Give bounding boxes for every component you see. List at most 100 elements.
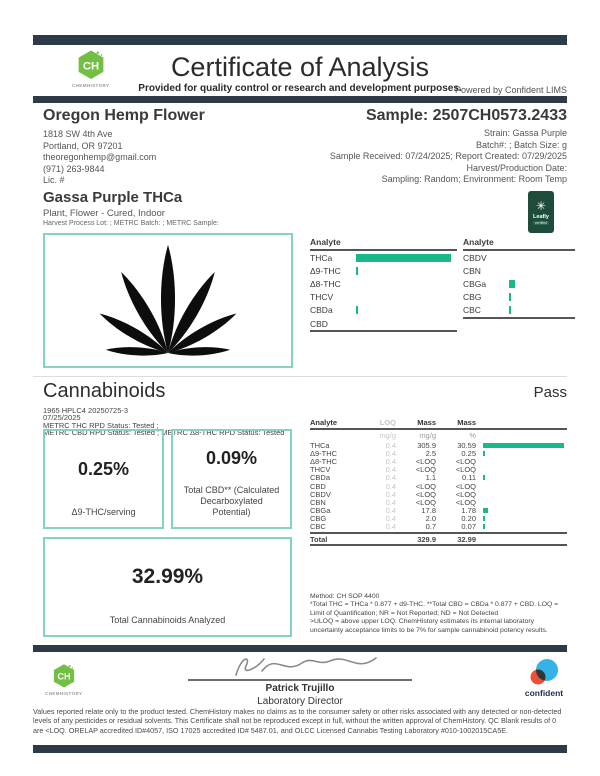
product-info: Gassa Purple THCa Plant, Flower - Cured,… [43,189,219,227]
method-id: 1965 HPLC4 20250725-3 [43,406,129,415]
summary-box-total-cannabinoids: 32.99% Total Cannabinoids Analyzed [43,537,292,637]
table-row: THCa 0.4 305.9 30.59 [310,441,567,450]
pass-status: Pass [533,384,567,401]
summary-value: 0.09% [205,447,258,468]
product-photo-frame [43,233,293,368]
col-mass-mg: Mass [417,418,436,427]
analyte-chart-row: Δ9-THC [310,264,457,277]
summary-box-d9-thc: 0.25% Δ9-THC/serving [43,429,164,529]
leafly-wordmark: Leafly [533,213,549,220]
sample-strain: Strain: Gassa Purple [483,128,567,138]
analyte-chart-row: CBD [310,318,328,329]
analyte-chart-body: CBDV CBN CBGa CBG CBC [463,251,575,319]
signatory-name: Patrick Trujillo [265,683,335,694]
confident-wordmark: confident [524,688,564,698]
client-address2: Portland, OR 97201 [43,140,123,151]
signatory-title: Laboratory Director [257,696,343,707]
col-bar [483,418,567,423]
sample-id: Sample: 2507CH0573.2433 [365,107,567,124]
signature-icon [235,657,377,676]
method-notes: Method: CH SOP 4400 *Total THC = THCa * … [310,593,568,635]
summary-box-total-cbd: 0.09% Total CBD** (Calculated Decarboxyl… [171,429,292,529]
client-email: theoregonhemp@gmail.com [43,152,157,162]
analyte-chart-row: THCa [310,251,457,264]
table-row: CBN 0.4 <LOQ <LOQ [310,497,476,507]
chemhistory-hexagon-icon: CH [78,50,104,79]
sample-info: Sample: 2507CH0573.2433 Strain: Gassa Pu… [330,107,567,186]
analyte-chart-row: CBDV [463,252,487,263]
cannabinoid-table-units: mg/g mg/g % [379,431,476,440]
table-row: CBD 0.4 <LOQ <LOQ [310,481,476,491]
chemhistory-hexagon-icon: CH [53,664,74,688]
analysis-date: 07/25/2025 [43,413,81,423]
sample-harvest-date: Harvest/Production Date: [466,162,567,173]
analyte-chart-row: CBC [463,304,575,317]
leafly-certified-label: certified [532,220,550,225]
analyte-chart-row: CBGa [463,277,575,290]
signature-divider-bar [33,645,567,652]
confident-logo: confident [514,657,574,698]
table-row: CBDV 0.4 <LOQ <LOQ [310,489,476,499]
table-row: CBGa 0.4 17.8 1.78 [310,506,567,515]
cannabinoid-table-total: Total 329.9 32.99 [310,532,567,547]
col-mass-pct: Mass [457,418,476,427]
leafly-certified-badge: ✳ Leafly certified [528,191,554,233]
analyte-chart-row: Δ8-THC [310,278,341,289]
cannabinoid-table-header: Analyte LOQ Mass Mass [310,418,567,430]
product-lots: Harvest Process Lot: ; METRC Batch: ; ME… [43,220,219,227]
metrc-status-line1: METRC THC RPD Status: Tested ; [43,420,159,430]
col-analyte: Analyte [310,418,338,427]
summary-label: Total CBD** (Calculated Decarboxylated P… [183,485,280,517]
chemhistory-logo-footer: CH CHEMHISTORY [45,663,82,696]
analyte-chart-header: Analyte [310,237,457,251]
summary-label: Δ9-THC/serving [71,507,136,517]
sample-received: Sample Received: 07/24/2025; Report Crea… [329,151,567,161]
client-phone: (971) 263-9844 [43,163,105,174]
method-note: Method: CH SOP 4400 [310,593,380,600]
disclaimer-text: Values reported relate only to the produ… [33,707,562,735]
cannabinoid-table: Analyte LOQ Mass Mass mg/g mg/g % THCa 0.… [310,418,567,547]
method-note: *Total THC = THCa * 0.877 + d9-THC. **To… [310,601,559,617]
col-loq: LOQ [379,418,396,427]
client-license: Lic. # [43,175,65,185]
bottom-divider-bar [33,745,567,753]
header-divider-bar [33,96,567,103]
cannabis-leaf-icon [99,244,237,356]
client-address1: 1818 SW 4th Ave [43,129,113,139]
confident-circles-icon [530,659,558,685]
cannabinoid-table-body: THCa 0.4 305.9 30.59 Δ9-THC 0.4 2.5 0.25 Δ8-THC 0… [310,441,567,531]
table-row: Δ9-THC 0.4 2.5 0.25 [310,449,567,458]
analyte-chart-row: THCV [310,292,334,303]
analyte-chart-row: CBG [463,291,575,304]
client-info: Oregon Hemp Flower 1818 SW 4th Ave Portl… [43,107,205,187]
chemhistory-wordmark: CHEMHISTORY [45,691,83,696]
section-divider [33,376,567,377]
analyte-chart-body: THCa Δ9-THC Δ8-THC THCV CBDa CBD [310,251,457,333]
analyte-chart-row: CBDa [310,304,457,317]
analyte-chart-right: Analyte CBDV CBN CBGa CBG CBC [463,237,575,319]
leafly-starburst-icon: ✳ [535,198,547,213]
table-row: Δ8-THC 0.4 <LOQ <LOQ [310,456,476,466]
cannabinoids-section-title: Cannabinoids [43,380,166,402]
analyte-chart-header: Analyte [463,237,575,251]
table-row: THCV 0.4 <LOQ <LOQ [310,465,476,475]
analyte-chart-row: CBN [463,265,481,276]
analyte-chart-left: Analyte THCa Δ9-THC Δ8-THC THCV CBDa CBD [310,237,457,333]
method-note: >ULOQ = above upper LOQ. ChemHistory est… [310,618,548,634]
summary-label: Total Cannabinoids Analyzed [109,615,226,625]
table-row: CBG 0.4 2.0 0.20 [310,514,567,523]
summary-value: 0.25% [77,458,130,479]
table-row: CBDa 0.4 1.1 0.11 [310,473,567,482]
top-divider-bar [33,35,567,45]
page-title: Certificate of Analysis [170,52,430,82]
chemhistory-wordmark: CHEMHISTORY [72,83,110,88]
svg-text:CH: CH [83,60,99,72]
page-subtitle: Provided for quality control or research… [138,83,462,94]
client-name: Oregon Hemp Flower [43,107,205,124]
product-type: Plant, Flower - Cured, Indoor [43,208,165,219]
sample-sampling: Sampling: Random; Environment: Room Temp [381,174,567,184]
summary-value: 32.99% [131,565,204,588]
product-name: Gassa Purple THCa [43,189,183,206]
table-row: CBC 0.4 0.7 0.07 [310,522,567,531]
